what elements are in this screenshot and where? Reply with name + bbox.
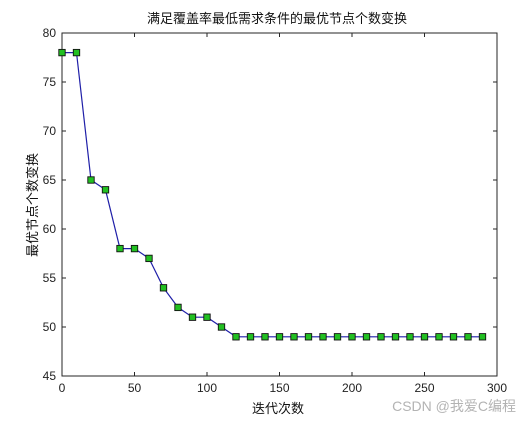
data-point-marker: [435, 333, 443, 341]
x-tick-label: 150: [269, 381, 289, 395]
data-point-marker: [116, 244, 124, 253]
data-point-marker: [145, 254, 153, 263]
x-tick-label: 50: [128, 381, 142, 395]
data-point-marker: [101, 186, 110, 194]
data-point-marker: [275, 333, 284, 341]
watermark-text: CSDN @我爱C编程: [392, 398, 516, 414]
data-point-marker: [130, 244, 139, 253]
data-point-marker: [174, 303, 182, 312]
data-point-marker: [217, 323, 226, 331]
data-point-marker: [246, 333, 255, 341]
y-axis-label: 最优节点个数变换: [25, 153, 41, 257]
data-point-marker: [72, 48, 81, 57]
data-point-marker: [362, 333, 371, 341]
data-point-marker: [449, 333, 458, 341]
x-axis-label: 迭代次数: [252, 401, 304, 417]
data-point-marker: [464, 333, 472, 341]
data-point-marker: [420, 333, 429, 341]
data-point-marker: [58, 48, 66, 57]
data-point-marker: [391, 333, 400, 341]
axes-frame: [61, 32, 498, 377]
y-tick-label: 65: [43, 173, 57, 187]
data-point-marker: [406, 333, 414, 341]
data-point-marker: [377, 333, 385, 341]
data-point-marker: [348, 333, 356, 341]
y-tick-label: 45: [43, 369, 57, 383]
y-tick-label: 75: [43, 75, 57, 89]
x-tick-label: 250: [414, 381, 434, 395]
chart-title: 满足覆盖率最低需求条件的最优节点个数变换: [147, 11, 407, 27]
x-tick-label: 0: [59, 381, 66, 395]
data-point-marker: [333, 333, 342, 341]
data-point-marker: [188, 313, 197, 321]
data-point-marker: [261, 333, 269, 341]
data-point-marker: [304, 333, 313, 341]
y-tick-label: 70: [43, 124, 57, 138]
data-point-marker: [319, 333, 327, 341]
y-tick-label: 60: [43, 222, 57, 236]
data-point-marker: [290, 333, 298, 341]
data-point-marker: [203, 313, 211, 321]
y-tick-label: 80: [43, 26, 57, 40]
x-tick-label: 100: [197, 381, 217, 395]
y-tick-label: 50: [43, 320, 57, 334]
data-point-marker: [159, 284, 168, 292]
data-point-marker: [87, 176, 95, 184]
data-point-marker: [478, 333, 487, 341]
data-point-marker: [232, 333, 240, 341]
y-tick-label: 55: [43, 271, 57, 285]
x-tick-label: 200: [342, 381, 362, 395]
x-tick-label: 300: [487, 381, 507, 395]
plot-area: 0 50 100 150 200 250 300 45 50 55 60 65 70 75 80: [43, 26, 508, 395]
